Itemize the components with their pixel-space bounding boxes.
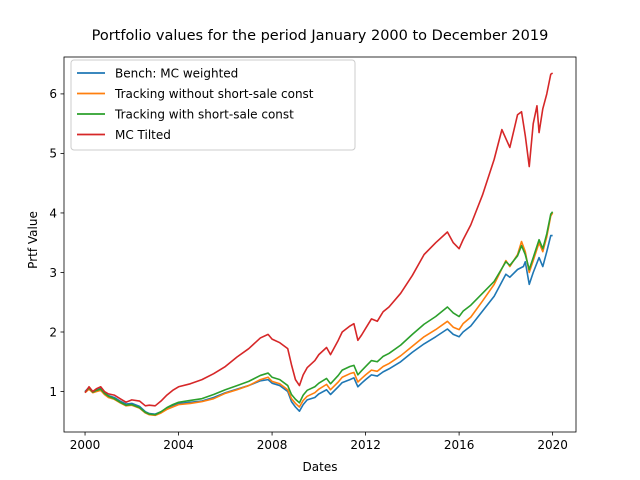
x-tick-label-0: 2000: [70, 438, 101, 452]
legend-label-0: Bench: MC weighted: [115, 66, 238, 80]
legend: Bench: MC weighted Tracking without short…: [70, 59, 356, 151]
x-axis: 2000 2004 2008 2012 2016 2020: [70, 432, 568, 452]
y-tick-label-3: 4: [49, 206, 57, 220]
series-line-3: [84, 72, 554, 407]
y-tick-label-4: 5: [49, 147, 57, 161]
legend-label-2: Tracking with short-sale const: [114, 107, 294, 121]
legend-label-3: MC Tilted: [115, 128, 171, 142]
x-axis-label: Dates: [303, 460, 338, 474]
y-axis: 1 2 3 4 5 6: [49, 87, 64, 399]
x-tick-label-4: 2016: [444, 438, 475, 452]
chart-title: Portfolio values for the period January …: [92, 28, 549, 44]
legend-label-1: Tracking without short-sale const: [114, 87, 314, 101]
y-tick-label-5: 6: [49, 87, 57, 101]
y-tick-label-1: 2: [49, 325, 57, 339]
y-tick-label-2: 3: [49, 266, 57, 280]
x-tick-label-2: 2008: [257, 438, 288, 452]
x-tick-label-3: 2012: [350, 438, 381, 452]
series-line-2: [84, 211, 554, 416]
series-layer: [84, 72, 554, 417]
y-tick-label-0: 1: [49, 385, 57, 399]
x-tick-label-1: 2004: [163, 438, 194, 452]
legend-box: [70, 59, 356, 151]
x-tick-label-5: 2020: [537, 438, 568, 452]
y-axis-label: Prtf Value: [26, 211, 40, 269]
plot-frame: [63, 56, 577, 433]
